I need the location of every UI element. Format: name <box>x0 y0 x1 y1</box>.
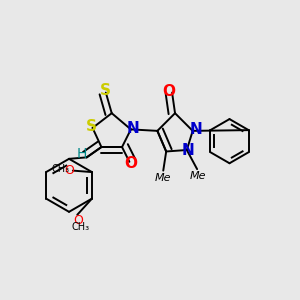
Text: O: O <box>73 214 83 226</box>
Text: O: O <box>64 164 74 176</box>
Text: O: O <box>124 156 137 171</box>
Text: S: S <box>100 83 111 98</box>
Text: O: O <box>163 84 176 99</box>
Text: CH₃: CH₃ <box>52 164 70 174</box>
Text: CH₃: CH₃ <box>71 222 89 232</box>
Text: S: S <box>85 119 97 134</box>
Text: N: N <box>182 143 195 158</box>
Text: N: N <box>127 121 140 136</box>
Text: Me: Me <box>190 172 206 182</box>
Text: Me: Me <box>155 173 172 183</box>
Text: N: N <box>189 122 202 137</box>
Text: H: H <box>76 147 87 161</box>
